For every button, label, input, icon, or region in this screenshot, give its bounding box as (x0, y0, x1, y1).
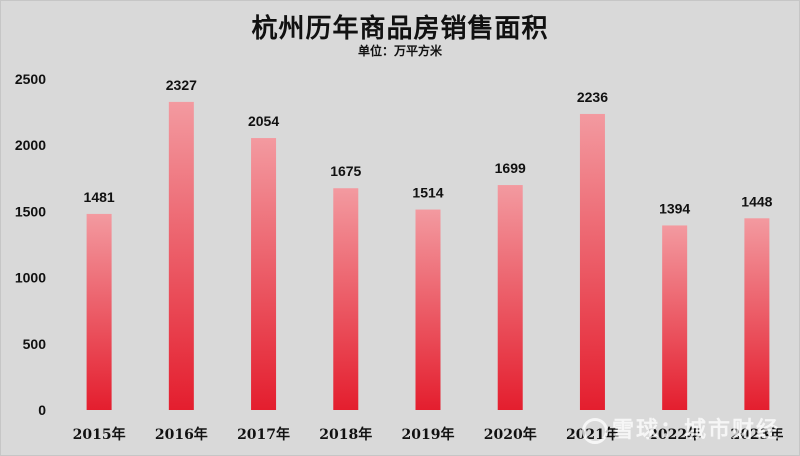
x-tick-label: 2020年 (484, 426, 537, 443)
x-tick-label: 2017年 (237, 426, 290, 443)
chart-subtitle: 单位：万平方米 (357, 44, 442, 58)
data-label: 1675 (330, 163, 361, 179)
x-tick-label: 2023年 (730, 426, 783, 443)
bar (168, 101, 194, 410)
bar (497, 185, 523, 410)
bar (251, 138, 277, 410)
watermark: 雪球：城市财经 (582, 412, 780, 444)
x-tick-label: 2015年 (73, 426, 126, 443)
data-label: 1699 (495, 160, 526, 176)
data-label: 2327 (166, 77, 197, 93)
y-axis: 0 500 1000 1500 2000 2500 (15, 71, 46, 418)
chart-title: 杭州历年商品房销售面积 (251, 14, 549, 44)
y-tick-label: 1000 (15, 270, 46, 286)
bar (86, 213, 112, 410)
bar (662, 225, 688, 410)
data-label: 1481 (84, 189, 115, 205)
x-tick-label: 2016年 (155, 426, 208, 443)
y-tick-label: 2000 (15, 137, 46, 153)
bar (415, 209, 441, 410)
x-tick-label: 2022年 (648, 426, 701, 443)
data-label: 1514 (412, 185, 443, 201)
data-label: 2236 (577, 89, 608, 105)
x-tick-label: 2018年 (319, 426, 372, 443)
data-label: 2054 (248, 113, 279, 129)
y-tick-label: 0 (38, 402, 46, 418)
data-label: 1448 (741, 193, 772, 209)
snowball-logo-icon (582, 418, 608, 444)
x-axis: 2015年 2016年 2017年 2018年 2019年 2020年 2021年 2022年… (73, 426, 784, 443)
y-tick-label: 500 (23, 336, 47, 352)
x-tick-label: 2019年 (402, 426, 455, 443)
y-tick-label: 2500 (15, 71, 46, 87)
watermark-text: 雪球：城市财经 (612, 418, 781, 443)
bars-group: 1481 2327 2054 1675 1514 1699 2236 1394 1448 (84, 77, 773, 410)
y-tick-label: 1500 (15, 203, 46, 219)
bar (579, 113, 605, 410)
data-label: 1394 (659, 200, 690, 216)
bar (333, 188, 359, 410)
bar (744, 218, 770, 410)
